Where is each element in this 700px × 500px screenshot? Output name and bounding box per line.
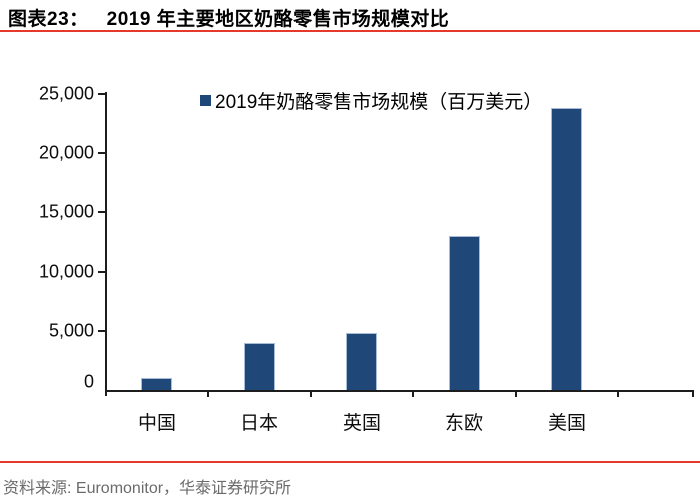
- bar-日本: [244, 343, 275, 390]
- category-label: 美国: [547, 413, 586, 434]
- figure-title-text: 2019 年主要地区奶酪零售市场规模对比: [106, 9, 450, 30]
- category-label: 英国: [342, 413, 381, 434]
- x-axis-tick: [617, 390, 619, 397]
- category-label: 中国: [137, 413, 176, 434]
- y-axis-tick-label: 15,000: [38, 201, 94, 222]
- y-axis-tick-label: 5,000: [48, 320, 94, 341]
- y-axis-tick-label: 25,000: [38, 83, 94, 104]
- y-axis-tick: [98, 270, 105, 273]
- y-axis-tick-label: 0: [83, 371, 94, 392]
- page-title: 图表23： 2019 年主要地区奶酪零售市场规模对比: [8, 4, 698, 31]
- bar-英国: [346, 333, 377, 390]
- y-axis-tick: [98, 152, 105, 155]
- x-axis-tick: [692, 390, 694, 397]
- top-divider: [0, 30, 700, 32]
- bar-东欧: [449, 236, 480, 390]
- x-axis-tick: [514, 390, 517, 397]
- x-axis-tick: [309, 390, 312, 397]
- legend-label: 2019年奶酪零售市场规模（百万美元）: [215, 91, 543, 113]
- chart-legend: 2019年奶酪零售市场规模（百万美元）: [200, 89, 543, 113]
- y-axis-tick: [98, 93, 105, 95]
- bar-中国: [141, 378, 172, 390]
- bar-美国: [551, 108, 582, 390]
- y-axis-tick-label: 20,000: [38, 142, 94, 163]
- legend-swatch-icon: [200, 94, 211, 106]
- y-axis-tick: [98, 211, 105, 214]
- category-label: 日本: [239, 413, 278, 434]
- y-axis-line: [105, 92, 107, 396]
- source-note: 资料来源: Euromonitor，华泰证券研究所: [3, 480, 292, 497]
- x-axis-tick: [412, 390, 414, 397]
- y-axis-tick-label: 10,000: [38, 261, 94, 282]
- figure-number-label: 图表23：: [8, 9, 89, 30]
- x-axis-line: [105, 390, 694, 392]
- bottom-divider: [0, 461, 700, 463]
- x-axis-tick: [207, 390, 209, 397]
- category-label: 东欧: [444, 413, 483, 434]
- y-axis-tick: [98, 329, 105, 332]
